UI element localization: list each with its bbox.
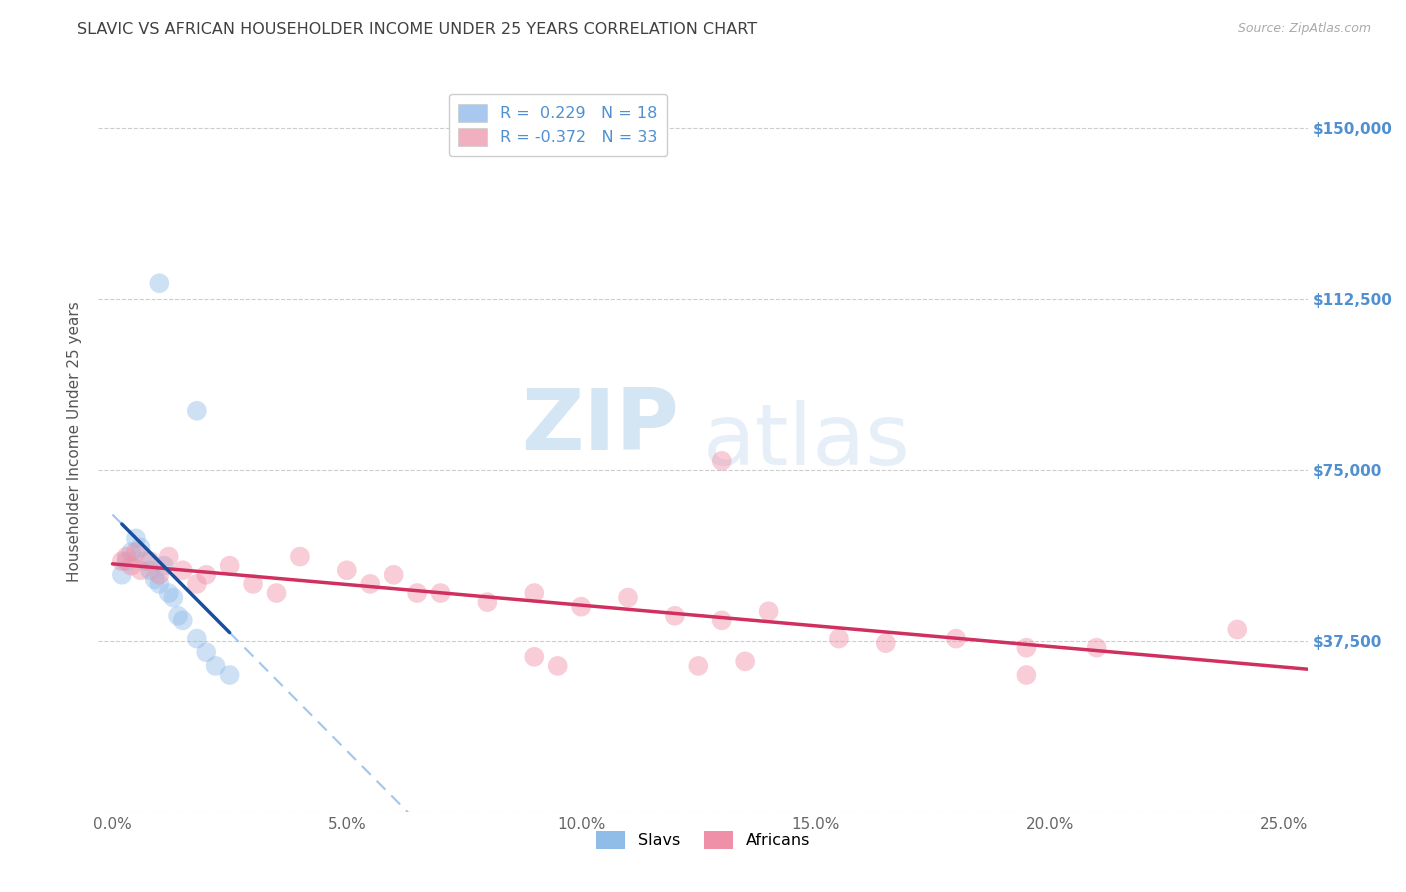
Point <box>186 577 208 591</box>
Point <box>195 645 218 659</box>
Point <box>115 549 138 564</box>
Point <box>167 608 190 623</box>
Y-axis label: Householder Income Under 25 years: Householder Income Under 25 years <box>67 301 83 582</box>
Point <box>153 558 176 573</box>
Point <box>523 586 546 600</box>
Point <box>710 613 733 627</box>
Point <box>195 567 218 582</box>
Point <box>710 454 733 468</box>
Point <box>664 608 686 623</box>
Point <box>172 563 194 577</box>
Point <box>120 558 142 573</box>
Point <box>186 404 208 418</box>
Point <box>688 659 710 673</box>
Point <box>148 277 170 291</box>
Point <box>1085 640 1108 655</box>
Text: Source: ZipAtlas.com: Source: ZipAtlas.com <box>1237 22 1371 36</box>
Point <box>111 554 134 568</box>
Point <box>288 549 311 564</box>
Point <box>266 586 288 600</box>
Point <box>569 599 592 614</box>
Text: ZIP: ZIP <box>522 385 679 468</box>
Point <box>162 591 184 605</box>
Point <box>1015 640 1038 655</box>
Point <box>148 577 170 591</box>
Legend: Slavs, Africans: Slavs, Africans <box>589 824 817 855</box>
Point <box>157 586 180 600</box>
Point <box>125 532 148 546</box>
Point <box>139 563 162 577</box>
Point <box>523 649 546 664</box>
Point <box>120 545 142 559</box>
Point <box>129 541 152 555</box>
Point <box>115 554 138 568</box>
Point <box>157 549 180 564</box>
Point <box>734 654 756 668</box>
Text: SLAVIC VS AFRICAN HOUSEHOLDER INCOME UNDER 25 YEARS CORRELATION CHART: SLAVIC VS AFRICAN HOUSEHOLDER INCOME UND… <box>77 22 758 37</box>
Point <box>125 545 148 559</box>
Point <box>1015 668 1038 682</box>
Point <box>172 613 194 627</box>
Point <box>406 586 429 600</box>
Point <box>547 659 569 673</box>
Point <box>477 595 499 609</box>
Point <box>242 577 264 591</box>
Point <box>148 567 170 582</box>
Point <box>218 558 240 573</box>
Point <box>129 563 152 577</box>
Point <box>945 632 967 646</box>
Point <box>758 604 780 618</box>
Text: atlas: atlas <box>703 400 911 483</box>
Point <box>1226 623 1249 637</box>
Point <box>134 554 156 568</box>
Point <box>336 563 359 577</box>
Point <box>429 586 451 600</box>
Point <box>382 567 405 582</box>
Point <box>186 632 208 646</box>
Point <box>111 567 134 582</box>
Point <box>143 573 166 587</box>
Point <box>828 632 851 646</box>
Point <box>875 636 897 650</box>
Point <box>218 668 240 682</box>
Point <box>139 554 162 568</box>
Point <box>617 591 640 605</box>
Point <box>359 577 381 591</box>
Point <box>204 659 226 673</box>
